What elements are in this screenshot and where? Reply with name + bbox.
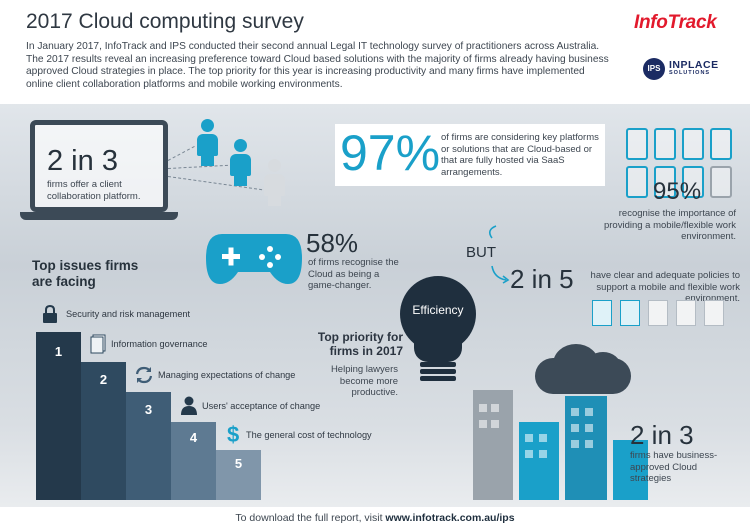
issue-rank: 4 [189, 430, 198, 445]
mobile-text: recognise the importance of providing a … [603, 208, 736, 242]
person-icon [230, 139, 251, 187]
building-icon [613, 440, 648, 500]
issue-label-2: Information governance [111, 339, 208, 349]
collab-stat: 2 in 3 [47, 145, 118, 177]
cloud-stat-panel [335, 124, 605, 186]
ips-logo-sub: SOLUTIONS [669, 70, 711, 76]
issues-title-line2: are facing [32, 274, 96, 289]
buildings-illustration [473, 340, 648, 500]
policies-stat: 2 in 5 [510, 264, 574, 294]
policies-text: have clear and adequate policies to supp… [590, 270, 740, 304]
document-icon [620, 300, 640, 326]
strategy-text: firms have business-approved Cloud strat… [630, 450, 718, 484]
collab-text: firms offer a client collaboration platf… [47, 179, 141, 202]
gamechanger-stat: 58% [306, 228, 359, 258]
laptop-icon: 2 in 3 firms offer a client collaboratio… [30, 120, 168, 212]
header: 2017 Cloud computing survey In January 2… [0, 0, 750, 104]
cloud-stat: 97% [340, 125, 441, 181]
phone-icon [682, 166, 704, 198]
priority-title-line1: Top priority for [317, 330, 403, 344]
ips-logo: IPS INPLACE SOLUTIONS [643, 58, 743, 80]
issue-label-4: Users' acceptance of change [202, 401, 321, 411]
issues-title-line1: Top issues firms [32, 258, 139, 273]
priority-text: Helping lawyers become more productive. [330, 364, 398, 398]
phone-icon [710, 166, 732, 198]
lightbulb-neck [414, 332, 462, 362]
page-title: 2017 Cloud computing survey [26, 10, 304, 33]
person-icon [264, 159, 285, 207]
issue-label-5: The general cost of technology [246, 430, 372, 440]
efficiency-label: Efficiency [412, 303, 464, 317]
phone-icon [626, 166, 648, 198]
curved-arrow-icon [488, 225, 510, 284]
gamepad-icon [206, 234, 302, 284]
phone-icon [710, 128, 732, 160]
document-icon [704, 300, 724, 326]
phone-icon [654, 128, 676, 160]
issue-bar-1: 1 [36, 332, 81, 500]
gamechanger-text: of firms recognise the Cloud as being a … [308, 257, 399, 291]
infotrack-logo: InfoTrack [634, 12, 717, 33]
issue-bar-4: 4 [171, 422, 216, 500]
issue-bar-3: 3 [126, 392, 171, 500]
intro-paragraph: In January 2017, InfoTrack and IPS condu… [26, 41, 609, 90]
issue-rank: 3 [144, 402, 153, 417]
lightbulb-base [420, 362, 456, 390]
priority-title: Top priority for firms in 2017 [303, 330, 403, 358]
phone-icon [626, 128, 648, 160]
cloud-text: of firms are considering key platforms o… [441, 132, 599, 178]
laptop-base [20, 212, 178, 220]
phone-icon [654, 166, 676, 198]
document-icon [90, 334, 106, 354]
footer-text: To download the full report, visit [235, 512, 386, 524]
connector-line [167, 145, 195, 161]
ips-logo-name: INPLACE [669, 59, 719, 71]
mobile-stat: 95% [653, 178, 702, 205]
user-icon [181, 396, 197, 415]
person-icon [197, 119, 218, 167]
issue-rank: 2 [99, 372, 108, 387]
document-icon [676, 300, 696, 326]
refresh-icon [135, 366, 153, 384]
priority-title-line2: firms in 2017 [329, 344, 403, 358]
dollar-icon: $ [227, 422, 240, 447]
issue-label-3: Managing expectations of change [158, 370, 296, 380]
ips-badge: IPS [643, 58, 665, 80]
footer: To download the full report, visit www.i… [0, 507, 750, 530]
strategy-stat: 2 in 3 [630, 420, 694, 450]
phone-icon [682, 128, 704, 160]
issues-title: Top issues firms are facing [32, 258, 138, 290]
issue-label-1: Security and risk management [66, 309, 191, 319]
cloud-icon-right [585, 352, 621, 382]
issue-bar-5: 5 [216, 450, 261, 500]
report-link[interactable]: www.infotrack.com.au/ips [385, 512, 515, 524]
issue-rank: 1 [54, 344, 63, 359]
issue-rank: 5 [234, 456, 243, 471]
issue-bar-2: 2 [81, 362, 126, 500]
document-icon [648, 300, 668, 326]
lock-icon [43, 304, 57, 323]
but-label: BUT [466, 244, 496, 261]
document-icon [592, 300, 612, 326]
